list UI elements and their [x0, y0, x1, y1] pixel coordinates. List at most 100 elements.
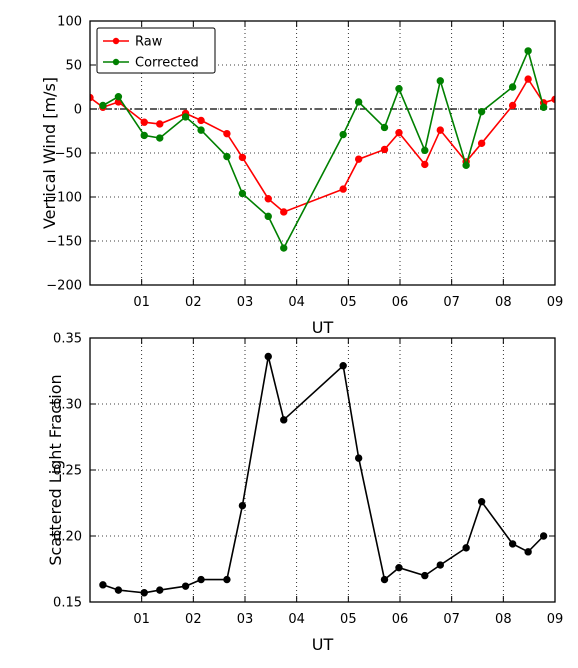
x-tick-label: 06	[392, 612, 409, 627]
data-point	[280, 208, 288, 216]
data-point	[197, 575, 205, 584]
data-point	[280, 244, 288, 252]
data-point	[477, 139, 486, 148]
x-tick-label: 07	[443, 295, 460, 310]
data-point	[156, 120, 164, 128]
y-tick-label: −100	[46, 191, 82, 206]
y-axis-label: Scattered Light Fraction	[46, 374, 65, 565]
legend-marker	[112, 37, 120, 45]
legend-label: Corrected	[135, 56, 199, 71]
data-point	[380, 575, 389, 584]
series-line-scattered-light	[102, 356, 545, 594]
data-point	[140, 131, 148, 140]
data-point	[395, 85, 403, 93]
data-point	[238, 189, 247, 198]
data-point	[181, 582, 190, 590]
data-point	[197, 126, 205, 134]
x-tick-label: 03	[237, 295, 254, 310]
x-tick-label: 01	[133, 295, 150, 310]
data-point	[380, 145, 389, 154]
series-line-raw	[90, 77, 555, 213]
legend-label: Raw	[135, 35, 163, 50]
plot-area	[90, 47, 555, 252]
data-point	[280, 416, 288, 424]
y-tick-label: −200	[46, 279, 82, 294]
data-point	[421, 571, 429, 580]
data-point	[354, 454, 363, 462]
data-point	[114, 92, 123, 101]
y-tick-label: 50	[65, 59, 82, 74]
data-point	[223, 152, 231, 161]
data-point	[339, 362, 347, 370]
x-tick-label: 05	[340, 295, 357, 310]
data-point	[421, 146, 429, 155]
x-tick-label: 04	[288, 295, 305, 310]
x-tick-label: 02	[185, 295, 202, 310]
data-point	[114, 586, 123, 594]
data-point	[436, 561, 444, 569]
data-point	[99, 581, 107, 589]
data-point	[508, 540, 517, 548]
x-tick-label: 07	[443, 612, 460, 627]
scattered-light-chart: 01 02 03 04 05 06 07 08 09 0.35 0.30 0.25 0.20 0.15 UT…	[46, 332, 563, 655]
data-point	[380, 123, 389, 132]
data-point	[395, 129, 403, 137]
y-tick-label: 100	[57, 15, 82, 30]
data-point	[99, 101, 107, 110]
data-point	[339, 130, 347, 139]
data-point	[508, 101, 517, 110]
vertical-wind-chart: 01 02 03 04 05 06 07 08 09 100 50 0 −50 −100 −150 −200 U…	[40, 15, 563, 338]
y-tick-label: 0.35	[53, 332, 82, 347]
x-tick-label: 02	[185, 612, 202, 627]
y-tick-label: 0.25	[53, 464, 82, 479]
data-point	[223, 575, 231, 584]
data-point	[462, 161, 470, 170]
x-tick-label: 04	[288, 612, 305, 627]
x-tick-label: 08	[495, 295, 512, 310]
data-point	[223, 129, 231, 138]
x-tick-label: 08	[495, 612, 512, 627]
data-point	[524, 47, 532, 55]
data-point	[421, 160, 429, 169]
data-point	[524, 75, 532, 83]
data-point	[354, 98, 363, 106]
data-point	[395, 563, 403, 572]
data-point	[539, 532, 548, 540]
data-point	[539, 103, 548, 111]
y-tick-label: 0.15	[53, 596, 82, 611]
data-point	[181, 113, 190, 121]
x-tick-label: 01	[133, 612, 150, 627]
legend: Raw Corrected	[96, 27, 216, 74]
data-point	[477, 497, 486, 506]
data-point	[264, 212, 272, 221]
data-point	[436, 77, 444, 85]
data-point	[140, 118, 148, 126]
y-tick-label: −50	[55, 147, 82, 162]
data-point	[156, 586, 164, 594]
x-axis-label: UT	[312, 318, 334, 337]
data-point	[238, 153, 247, 162]
data-point	[477, 107, 486, 116]
data-point	[524, 548, 532, 556]
series-line-corrected	[102, 48, 545, 250]
x-tick-label: 06	[392, 295, 409, 310]
x-tick-label: 09	[547, 612, 564, 627]
legend-marker	[112, 58, 120, 66]
x-axis-label: UT	[312, 635, 334, 654]
y-tick-label: 0.20	[53, 530, 82, 545]
data-point	[264, 195, 272, 203]
data-point	[264, 352, 272, 361]
y-tick-label: −150	[46, 235, 82, 250]
x-tick-label: 05	[340, 612, 357, 627]
data-point	[436, 126, 444, 134]
x-tick-label: 03	[237, 612, 254, 627]
data-point	[156, 134, 164, 142]
data-point	[462, 544, 470, 552]
data-point	[197, 116, 205, 125]
data-point	[508, 83, 517, 91]
x-tick-label: 09	[547, 295, 564, 310]
data-point	[339, 185, 347, 193]
data-point	[354, 155, 363, 163]
plot-area	[99, 352, 548, 597]
